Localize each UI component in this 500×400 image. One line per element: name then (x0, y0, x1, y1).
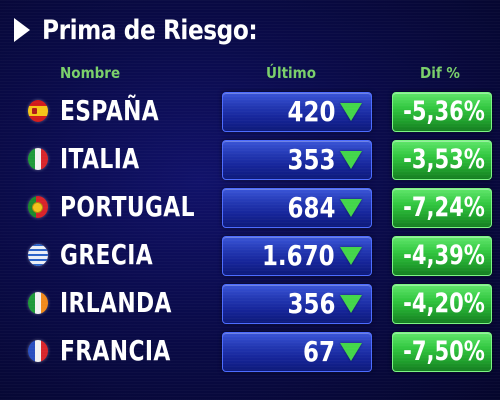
dif-value-box: -7,24% (392, 188, 492, 228)
dif-value-box: -4,20% (392, 284, 492, 324)
ireland-flag-icon (28, 292, 48, 314)
ultimo-value-box: 67 (222, 332, 372, 372)
down-arrow-icon (340, 151, 362, 169)
column-header-dif: Dif % (420, 64, 460, 82)
country-name: PORTUGAL (60, 190, 195, 223)
dif-value-box: -7,50% (392, 332, 492, 372)
dif-value: -5,36% (403, 96, 485, 127)
table-row: ITALIA 353 -3,53% (0, 138, 500, 180)
ultimo-value: 356 (287, 287, 335, 320)
ultimo-value-box: 1.670 (222, 236, 372, 276)
ultimo-value-box: 420 (222, 92, 372, 132)
dif-value-box: -3,53% (392, 140, 492, 180)
dif-value-box: -5,36% (392, 92, 492, 132)
ultimo-value: 353 (287, 143, 335, 176)
ultimo-value: 67 (303, 335, 335, 368)
country-name: ITALIA (60, 142, 140, 175)
dif-value: -7,24% (403, 192, 485, 223)
down-arrow-icon (340, 343, 362, 361)
dif-value: -7,50% (403, 336, 485, 367)
down-arrow-icon (340, 295, 362, 313)
ultimo-value: 1.670 (262, 239, 335, 272)
dif-value: -3,53% (403, 144, 485, 175)
table-row: PORTUGAL 684 -7,24% (0, 186, 500, 228)
table-row: GRECIA 1.670 -4,39% (0, 234, 500, 276)
table-row: ESPAÑA 420 -5,36% (0, 90, 500, 132)
country-name: IRLANDA (60, 286, 172, 319)
country-name: FRANCIA (60, 334, 171, 367)
title-row: Prima de Riesgo: (14, 10, 292, 50)
portugal-flag-icon (28, 196, 48, 218)
dif-value-box: -4,39% (392, 236, 492, 276)
ultimo-value: 420 (287, 95, 335, 128)
table-row: IRLANDA 356 -4,20% (0, 282, 500, 324)
column-header-nombre: Nombre (60, 64, 121, 82)
ultimo-value: 684 (287, 191, 335, 224)
down-arrow-icon (340, 247, 362, 265)
page-title: Prima de Riesgo: (42, 14, 258, 46)
spain-flag-icon (28, 100, 48, 122)
italy-flag-icon (28, 148, 48, 170)
play-arrow-icon (14, 18, 30, 42)
column-header-ultimo: Último (266, 64, 317, 82)
down-arrow-icon (340, 103, 362, 121)
country-name: GRECIA (60, 238, 154, 271)
table-row: FRANCIA 67 -7,50% (0, 330, 500, 372)
country-name: ESPAÑA (60, 94, 160, 127)
ultimo-value-box: 353 (222, 140, 372, 180)
ultimo-value-box: 684 (222, 188, 372, 228)
france-flag-icon (28, 340, 48, 362)
greece-flag-icon (28, 244, 48, 266)
down-arrow-icon (340, 199, 362, 217)
dif-value: -4,20% (403, 288, 485, 319)
ultimo-value-box: 356 (222, 284, 372, 324)
dif-value: -4,39% (403, 240, 485, 271)
